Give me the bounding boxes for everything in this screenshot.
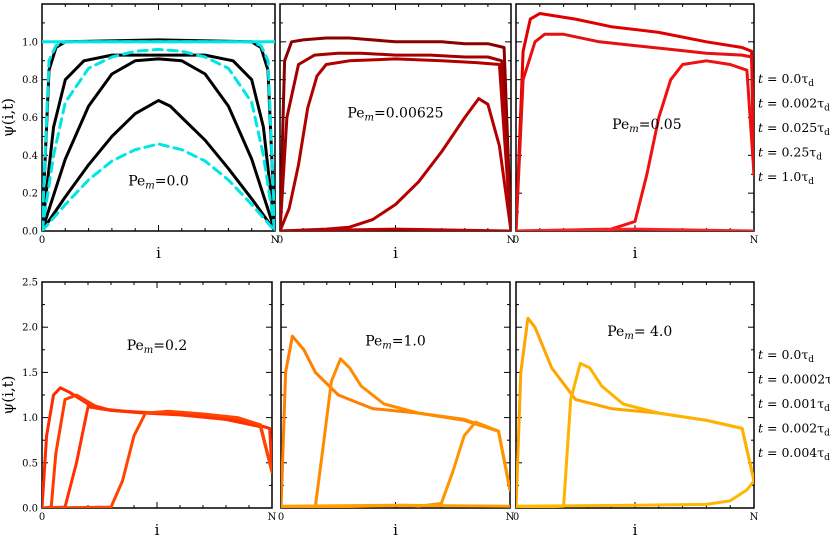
legend-entry: t = 0.0002τd <box>758 372 830 390</box>
x-tick-label-end: N <box>750 512 759 523</box>
series-line-2 <box>281 357 510 508</box>
series-line-8 <box>42 142 275 231</box>
series-line-6 <box>42 40 275 231</box>
x-tick-label-start: 0 <box>39 512 45 523</box>
series-line-4 <box>42 99 275 231</box>
series-line-1 <box>42 386 272 508</box>
y-axis-label: ψ(i,t) <box>0 375 17 414</box>
legend-entry: t = 0.0τd <box>758 347 814 365</box>
legend-entry: t = 0.025τd <box>758 120 830 138</box>
x-axis-label: i <box>393 244 398 262</box>
y-tick-label: 0.4 <box>22 151 38 162</box>
y-tick-label: 1.0 <box>22 413 38 424</box>
series-group <box>516 316 754 508</box>
panel-top-left: 0.00.20.40.60.81.00 Niψ(i,t)Pem=0.0 <box>0 3 280 262</box>
series-group <box>516 12 754 231</box>
y-tick-label: 0.6 <box>22 113 38 124</box>
y-tick-label: 1.5 <box>22 368 38 379</box>
panel-frame <box>515 281 755 509</box>
series-line-5 <box>280 227 511 231</box>
legend-entry: t = 0.004τd <box>758 445 830 463</box>
series-line-4 <box>516 227 754 231</box>
series-group <box>42 38 275 231</box>
series-line-1 <box>42 38 275 231</box>
panel-annotation: Pem=1.0 <box>365 333 426 351</box>
series-line-1 <box>516 12 754 231</box>
series-line-1 <box>516 316 754 508</box>
series-line-4 <box>42 409 272 508</box>
panel-frame <box>41 3 276 232</box>
legend-top-row: t = 0.0τd t = 0.002τd t = 0.025τd t = 0.25τ… <box>758 71 830 187</box>
panel-bottom-right: 0 Ni Pem= 4.0 <box>513 281 759 539</box>
panel-annotation: Pem=0.2 <box>127 338 188 356</box>
y-tick-label: 0.8 <box>22 75 38 86</box>
series-line-7 <box>42 47 275 231</box>
x-axis-label: i <box>393 521 398 539</box>
x-tick-label-end: N <box>271 235 280 246</box>
series-line-2 <box>516 32 754 231</box>
panel-annotation: Pem=0.00625 <box>347 106 443 124</box>
x-axis-label: i <box>156 244 161 262</box>
legend-entry: t = 0.002τd <box>758 96 830 114</box>
panel-annotation: Pem=0.0 <box>128 174 189 192</box>
series-group <box>42 386 272 508</box>
y-tick-label: 1.0 <box>22 37 38 48</box>
series-group <box>280 36 511 231</box>
x-tick-label-start: 0 <box>513 235 519 246</box>
panel-bottom-middle: 0 Ni Pem=1.0 <box>278 281 515 539</box>
y-axis-label: ψ(i,t) <box>0 98 17 137</box>
legend-entry: t = 0.0τd <box>758 71 814 89</box>
legend-entry: t = 0.001τd <box>758 396 830 414</box>
panel-frame <box>515 3 755 232</box>
y-tick-label: 0.0 <box>22 504 38 515</box>
series-line-3 <box>516 59 754 231</box>
x-tick-label-start: 0 <box>277 235 283 246</box>
series-line-2 <box>280 51 511 231</box>
legend-entry: t = 0.002τd <box>758 421 830 439</box>
series-line-2 <box>42 53 275 231</box>
x-tick-label-start: 0 <box>278 512 284 523</box>
series-group <box>281 334 510 508</box>
series-line-4 <box>280 97 511 231</box>
x-tick-label-start: 0 <box>39 235 45 246</box>
legend-entry: t = 1.0τd <box>758 169 814 187</box>
y-tick-label: 0.2 <box>22 189 38 200</box>
legend-bottom-row: t = 0.0τd t = 0.0002τd t = 0.001τd t = 0.00… <box>758 347 830 463</box>
panel-annotation: Pem=0.05 <box>612 117 681 135</box>
x-axis-label: i <box>633 521 638 539</box>
x-tick-label-end: N <box>750 235 759 246</box>
legend-entry: t = 0.25τd <box>758 145 822 163</box>
panel-frame <box>280 281 511 509</box>
x-axis-label: i <box>155 521 160 539</box>
y-tick-label: 2.0 <box>22 323 38 334</box>
series-line-3 <box>42 405 272 508</box>
x-tick-label-end: N <box>507 235 516 246</box>
x-axis-label: i <box>633 244 638 262</box>
series-line-2 <box>516 361 754 508</box>
x-tick-label-end: N <box>506 512 515 523</box>
panel-bottom-left: 0.0 0.5 1.0 1.5 2.0 2.5 0 Ni ψ(i,t) Pem=0.2 <box>0 278 277 540</box>
series-line-1 <box>280 36 511 231</box>
y-tick-label: 2.5 <box>22 278 38 289</box>
y-tick-label: 0.0 <box>22 227 38 238</box>
series-line-3 <box>516 479 754 508</box>
x-tick-label-start: 0 <box>513 512 519 523</box>
panel-top-right: 0 Ni Pem=0.05 <box>513 3 759 262</box>
y-tick-label: 0.5 <box>22 458 38 469</box>
panel-annotation: Pem= 4.0 <box>607 324 672 342</box>
series-line-3 <box>280 57 511 231</box>
x-tick-label-end: N <box>268 512 277 523</box>
series-line-4 <box>281 503 510 508</box>
series-line-3 <box>42 57 275 231</box>
